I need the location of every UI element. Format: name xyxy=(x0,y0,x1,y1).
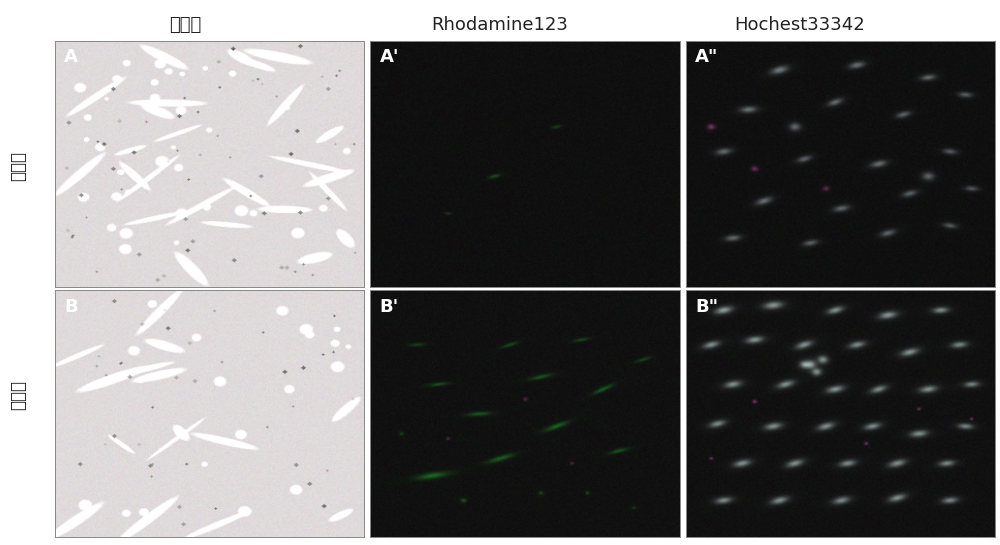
Text: Rhodamine123: Rhodamine123 xyxy=(432,15,568,34)
Text: 对照组: 对照组 xyxy=(9,151,27,181)
Text: B': B' xyxy=(380,298,399,316)
Text: 明视野: 明视野 xyxy=(169,15,201,34)
Text: A": A" xyxy=(695,49,718,66)
Text: Hochest33342: Hochest33342 xyxy=(735,15,865,34)
Text: A: A xyxy=(64,49,78,66)
Text: A': A' xyxy=(380,49,399,66)
Text: 实验组: 实验组 xyxy=(9,380,27,410)
Text: B": B" xyxy=(695,298,718,316)
Text: B: B xyxy=(64,298,78,316)
